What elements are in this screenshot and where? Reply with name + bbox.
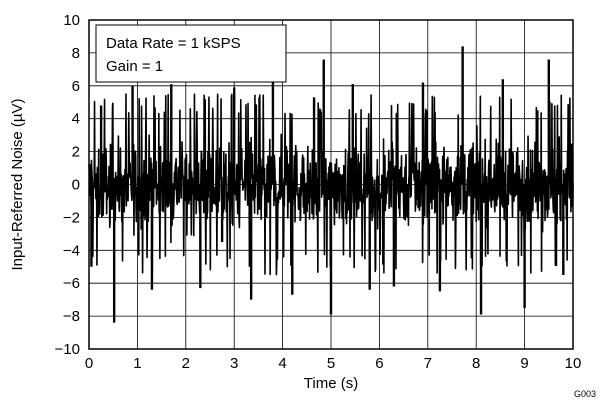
y-tick-label: 4 [72,111,80,128]
x-axis-title: Time (s) [304,375,358,392]
y-axis-title: Input-Referred Noise (µV) [9,98,26,270]
x-tick-label: 7 [424,355,432,372]
plot-frame [88,19,574,350]
x-tick-labels: 0 1 2 3 4 5 6 7 8 9 10 [85,355,582,372]
x-tick-label: 1 [133,355,141,372]
y-tick-labels: −10 −8 −6 −4 −2 0 2 4 6 8 10 [55,12,80,358]
x-tick-label: 4 [278,355,286,372]
annotation-box [95,24,287,83]
y-tick-label: −2 [63,209,80,226]
y-tick-label: 6 [72,78,80,95]
noise-trace-path [88,93,574,276]
x-tick-label: 9 [520,355,528,372]
x-tick-label: 0 [85,355,93,372]
x-tick-label: 3 [230,355,238,372]
y-tick-label: 0 [72,177,80,194]
x-tick-label: 8 [472,355,480,372]
y-tick-label: 8 [72,45,80,62]
y-tick-label: −8 [63,308,80,325]
annotation-gain: Gain = 1 [106,58,163,75]
y-tick-label: −10 [55,341,80,358]
annotation-data-rate: Data Rate = 1 kSPS [106,35,241,52]
y-tick-label: 2 [72,144,80,161]
x-tick-label: 6 [375,355,383,372]
x-tick-label: 10 [565,355,582,372]
x-tick-label: 5 [327,355,335,372]
noise-trace [88,46,574,323]
y-tick-label: −6 [63,275,80,292]
figure-id: G003 [574,389,596,399]
y-tick-label: −4 [63,242,80,259]
y-tick-label: 10 [63,12,80,29]
x-tick-label: 2 [182,355,190,372]
